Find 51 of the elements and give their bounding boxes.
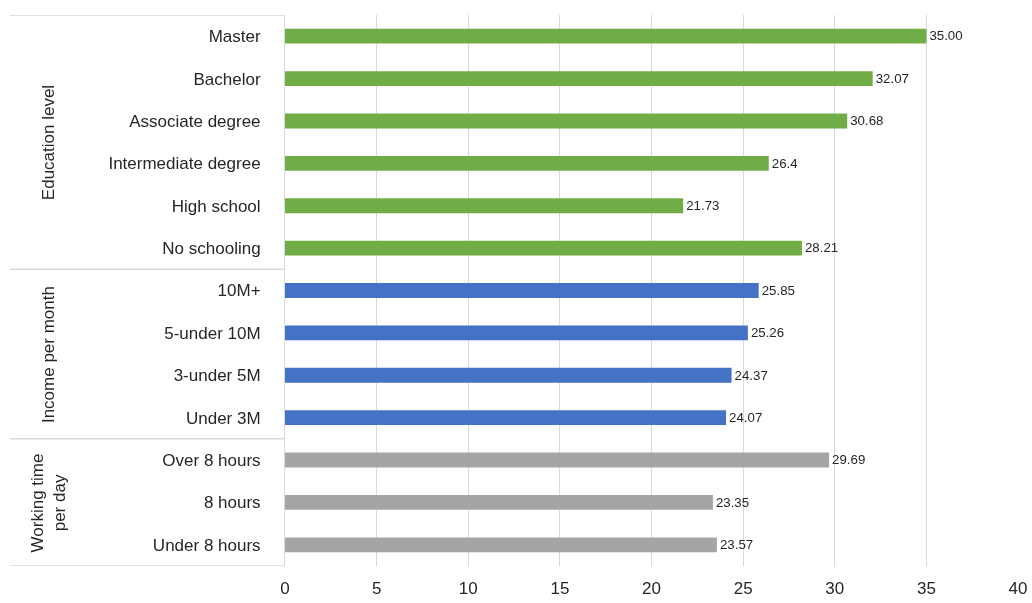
text: Income per month <box>38 286 58 424</box>
data-label: 21.73 <box>686 198 720 214</box>
x-tick-label: 25 <box>733 579 753 598</box>
data-label: 24.37 <box>734 367 768 383</box>
x-tick-label: 15 <box>550 579 570 598</box>
y-tick-label: 5-under 10M <box>164 323 261 343</box>
data-label: 25.26 <box>750 325 785 341</box>
bar <box>285 537 717 553</box>
bar <box>285 410 727 426</box>
y-tick-label: High school <box>171 196 261 216</box>
text: Education level <box>38 84 58 201</box>
y-tick-label: Over 8 hours <box>162 450 261 470</box>
y-tick-label: 8 hours <box>203 493 261 513</box>
bar <box>285 325 748 341</box>
x-tick-label: 10 <box>458 579 478 598</box>
y-tick-label: Associate degree <box>129 111 261 131</box>
data-label: 30.68 <box>850 113 884 129</box>
x-tick-label: 20 <box>642 579 661 598</box>
y-tick-label: Intermediate degree <box>108 154 261 174</box>
data-label: 32.07 <box>875 70 909 86</box>
y-tick-label: 10M+ <box>217 281 261 301</box>
text: Working time per day <box>27 453 69 553</box>
x-tick-label: 30 <box>825 579 845 598</box>
data-label: 23.35 <box>715 494 750 510</box>
y-tick-label: Bachelor <box>193 69 261 89</box>
y-tick-label: Under 3M <box>185 408 261 428</box>
bar <box>285 28 927 44</box>
bar <box>285 495 713 510</box>
y-tick-label: Master <box>208 27 261 47</box>
y-tick-label: No schooling <box>162 239 261 259</box>
x-tick-label: 40 <box>1008 579 1028 598</box>
y-tick-label: Under 8 hours <box>152 535 261 555</box>
x-tick-label: 35 <box>916 579 936 598</box>
x-tick-label: 5 <box>371 579 382 598</box>
bar <box>285 71 873 86</box>
data-label: 35.00 <box>929 28 963 44</box>
bar <box>285 283 759 298</box>
data-label: 25.85 <box>761 282 795 298</box>
data-label: 26.4 <box>771 155 798 171</box>
bar <box>285 198 684 214</box>
bar <box>285 113 848 129</box>
bar <box>285 452 830 468</box>
data-label: 29.69 <box>832 452 866 468</box>
bar <box>285 240 802 256</box>
bar <box>285 155 769 171</box>
data-label: 28.21 <box>804 240 839 256</box>
data-label: 24.07 <box>729 409 763 425</box>
y-tick-label: 3-under 5M <box>173 366 261 386</box>
x-tick-label: 0 <box>280 579 290 598</box>
bar <box>285 367 732 383</box>
data-label: 23.57 <box>719 537 754 553</box>
